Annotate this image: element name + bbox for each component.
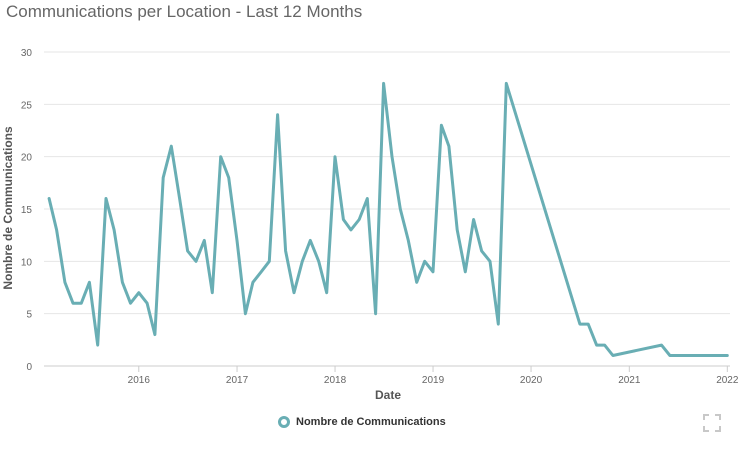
- legend-item[interactable]: Nombre de Communications: [278, 416, 446, 428]
- x-axis-ticks: 2016 2017 2018 2019 2020 2021 2022: [128, 366, 738, 386]
- x-tick-label: 2021: [618, 375, 641, 386]
- y-tick-label: 30: [21, 48, 33, 59]
- y-tick-label: 20: [21, 153, 33, 164]
- series-group: [47, 81, 729, 357]
- chart-title: Communications per Location - Last 12 Mo…: [6, 2, 363, 21]
- fullscreen-icon[interactable]: [703, 414, 721, 432]
- series-line[interactable]: [47, 81, 729, 357]
- y-axis-label: Nombre de Communications: [1, 126, 15, 290]
- y-tick-label: 15: [21, 205, 33, 216]
- y-tick-label: 5: [26, 310, 32, 321]
- x-tick-label: 2017: [226, 375, 249, 386]
- y-tick-label: 25: [21, 100, 33, 111]
- x-tick-label: 2020: [520, 375, 543, 386]
- x-tick-label: 2018: [324, 375, 347, 386]
- legend-label: Nombre de Communications: [296, 416, 446, 428]
- grid-lines: [44, 51, 730, 367]
- x-tick-label: 2022: [716, 375, 738, 386]
- x-axis-label: Date: [375, 388, 401, 402]
- y-axis-ticks: 0 5 10 15 20 25 30: [21, 48, 33, 373]
- x-tick-label: 2019: [422, 375, 445, 386]
- fullscreen-icon-svg: [703, 414, 721, 432]
- circle-outline-icon: [278, 416, 290, 428]
- y-tick-label: 0: [26, 362, 32, 373]
- y-tick-label: 10: [21, 257, 33, 268]
- x-tick-label: 2016: [128, 375, 151, 386]
